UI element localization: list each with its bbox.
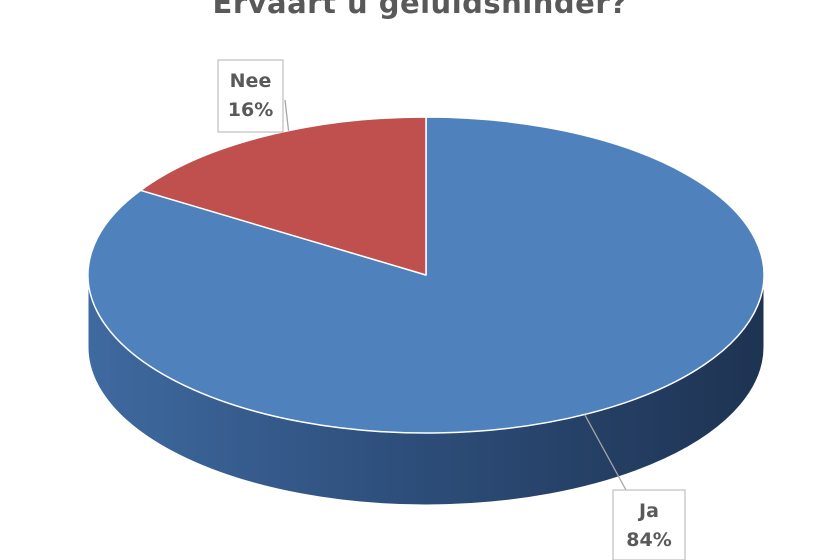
pie-tops <box>87 116 765 434</box>
leader-line-nee <box>284 99 290 131</box>
pie-slice-nee <box>139 116 427 276</box>
chart-title: Ervaart u geluidshinder? <box>212 0 628 20</box>
slice-value-ja: 84% <box>626 529 671 551</box>
slice-value-nee: 16% <box>228 99 273 121</box>
label-box-nee <box>217 59 284 133</box>
slice-label-ja: Ja <box>637 500 659 522</box>
leader-line-ja <box>584 414 627 491</box>
pie-labels: Ja 84% Nee 16% <box>217 59 686 560</box>
slice-label-nee: Nee <box>230 70 272 92</box>
label-box-ja <box>612 489 686 560</box>
